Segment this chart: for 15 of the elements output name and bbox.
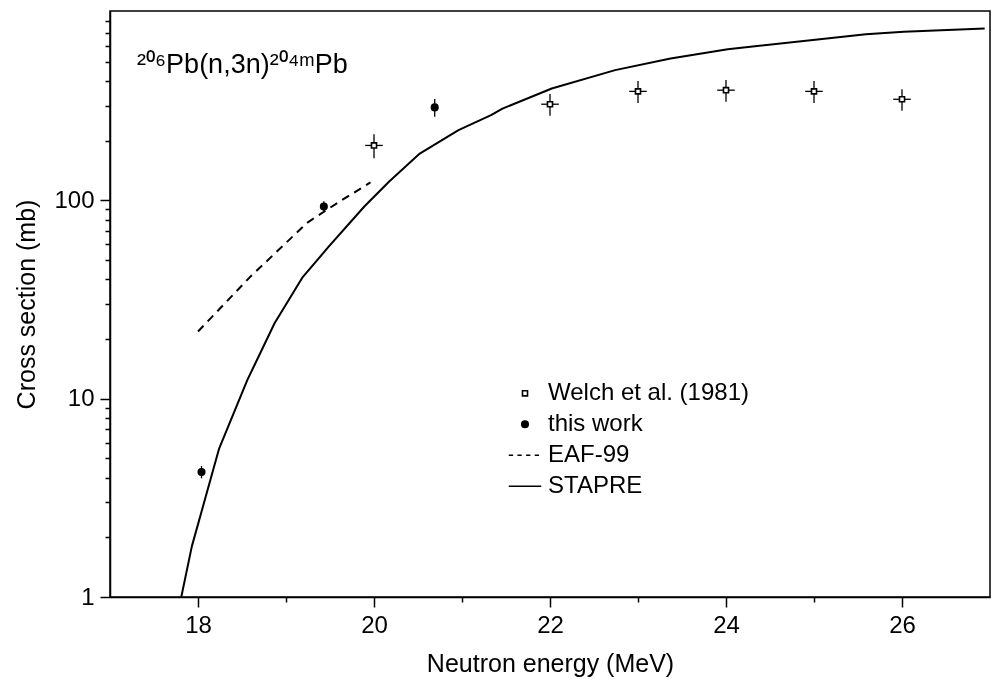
y-tick-label: 100	[54, 185, 95, 213]
x-tick-label: 26	[889, 610, 916, 638]
legend-label: STAPRE	[548, 471, 643, 499]
legend-label: EAF-99	[548, 440, 630, 468]
y-axis-title: Cross section (mb)	[12, 199, 41, 410]
x-tick-label: 18	[185, 610, 212, 638]
x-axis-title: Neutron energy (MeV)	[426, 648, 675, 677]
x-tick-label: 22	[537, 610, 564, 638]
x-tick-label: 20	[361, 610, 388, 638]
y-tick-label: 1	[81, 582, 95, 610]
y-tick-label: 10	[67, 384, 95, 412]
x-tick-label: 24	[713, 610, 740, 638]
annotation: ²⁰⁶Pb(n,3n)²⁰⁴ᵐPb	[137, 49, 348, 79]
legend-label: Welch et al. (1981)	[548, 378, 749, 406]
legend-label: this work	[548, 409, 644, 437]
